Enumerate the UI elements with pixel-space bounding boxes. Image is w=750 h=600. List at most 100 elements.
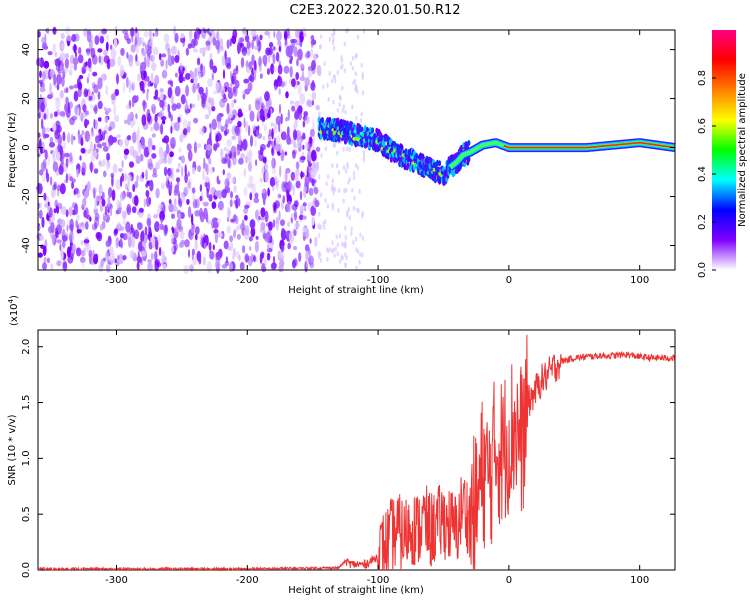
- noise-cell: [353, 195, 356, 201]
- noise-cell: [269, 177, 276, 187]
- noise-cell: [124, 32, 129, 41]
- noise-cell: [93, 143, 96, 150]
- noise-cell: [237, 198, 241, 207]
- noise-cell: [345, 146, 349, 152]
- noise-cell: [170, 125, 173, 134]
- noise-cell: [167, 80, 172, 85]
- noise-cell: [198, 257, 202, 265]
- noise-cell: [220, 125, 225, 133]
- noise-cell: [50, 113, 53, 119]
- noise-cell: [146, 108, 151, 120]
- noise-cell: [89, 216, 92, 222]
- y-tick-label: 1.0: [21, 450, 32, 466]
- noise-cell: [37, 183, 43, 195]
- noise-cell: [102, 145, 109, 152]
- noise-cell: [239, 42, 244, 48]
- noise-cell: [153, 214, 159, 219]
- noise-cell: [134, 30, 140, 39]
- noise-cell: [346, 212, 349, 218]
- noise-cell: [197, 57, 201, 66]
- noise-cell: [66, 246, 72, 258]
- noise-cell: [286, 200, 292, 213]
- noise-cell: [319, 257, 323, 263]
- noise-cell: [230, 191, 233, 199]
- noise-cell: [268, 221, 273, 231]
- noise-cell: [155, 31, 158, 38]
- noise-cell: [261, 262, 266, 273]
- noise-cell: [131, 83, 134, 91]
- noise-cell: [102, 73, 105, 82]
- noise-cell: [358, 259, 361, 265]
- noise-cell: [304, 244, 310, 252]
- noise-cell: [101, 191, 105, 201]
- noise-cell: [261, 189, 266, 194]
- noise-cell: [247, 125, 251, 137]
- noise-cell: [291, 38, 298, 43]
- noise-cell: [98, 160, 102, 166]
- noise-cell: [245, 155, 248, 164]
- noise-cell: [141, 143, 146, 150]
- noise-cell: [59, 145, 63, 156]
- noise-cell: [342, 146, 345, 152]
- noise-cell: [293, 46, 298, 57]
- noise-cell: [167, 159, 172, 165]
- noise-cell: [253, 197, 260, 204]
- noise-cell: [64, 179, 67, 184]
- noise-cell: [185, 99, 188, 110]
- noise-cell: [59, 243, 62, 252]
- noise-cell: [108, 141, 111, 148]
- noise-cell: [126, 52, 129, 59]
- noise-cell: [279, 143, 283, 154]
- noise-cell: [82, 69, 86, 74]
- noise-cell: [267, 243, 270, 251]
- noise-cell: [155, 161, 160, 170]
- noise-cell: [295, 161, 300, 170]
- noise-cell: [221, 97, 228, 103]
- noise-cell: [345, 28, 348, 34]
- noise-cell: [229, 262, 233, 273]
- noise-cell: [243, 207, 249, 215]
- noise-cell: [52, 184, 57, 191]
- colorbar: 0.0 0.2 0.4 0.6 0.8 Normalized spectral ampl…: [697, 30, 748, 278]
- noise-cell: [136, 135, 140, 145]
- noise-cell: [119, 199, 122, 209]
- noise-cell: [235, 194, 239, 200]
- noise-cell: [248, 61, 253, 70]
- noise-cell: [249, 192, 253, 201]
- noise-cell: [212, 217, 219, 223]
- noise-cell: [117, 221, 121, 228]
- noise-cell: [144, 226, 148, 235]
- noise-cell: [307, 66, 314, 72]
- noise-cell: [37, 252, 43, 258]
- noise-cell: [120, 176, 123, 188]
- noise-cell: [65, 209, 69, 218]
- noise-cell: [227, 246, 232, 251]
- noise-cell: [360, 62, 363, 68]
- noise-cell: [201, 124, 205, 137]
- noise-cell: [67, 255, 74, 264]
- noise-cell: [328, 36, 331, 42]
- noise-cell: [202, 169, 205, 181]
- noise-cell: [293, 210, 298, 221]
- noise-cell: [243, 78, 250, 84]
- noise-cell: [343, 41, 346, 47]
- noise-cell: [284, 151, 288, 156]
- noise-cell: [132, 131, 137, 144]
- colorbar-gradient: [712, 30, 736, 270]
- noise-cell: [278, 45, 281, 52]
- noise-cell: [191, 83, 197, 94]
- noise-cell: [235, 199, 239, 209]
- snr-panel: -300 -200 -100 0 100 0.0 0.5 1.0 1.5 2.0 Height …: [7, 295, 676, 596]
- noise-cell: [196, 143, 202, 149]
- noise-cell: [81, 249, 85, 257]
- noise-cell: [236, 224, 241, 231]
- noise-cell: [215, 134, 219, 143]
- noise-cell: [46, 257, 51, 264]
- noise-cell: [73, 90, 79, 102]
- noise-cell: [150, 126, 154, 132]
- x-tick-label: -200: [236, 275, 259, 286]
- noise-cell: [248, 149, 253, 157]
- noise-cell: [276, 30, 282, 42]
- noise-cell: [159, 93, 164, 101]
- noise-cell: [352, 80, 355, 86]
